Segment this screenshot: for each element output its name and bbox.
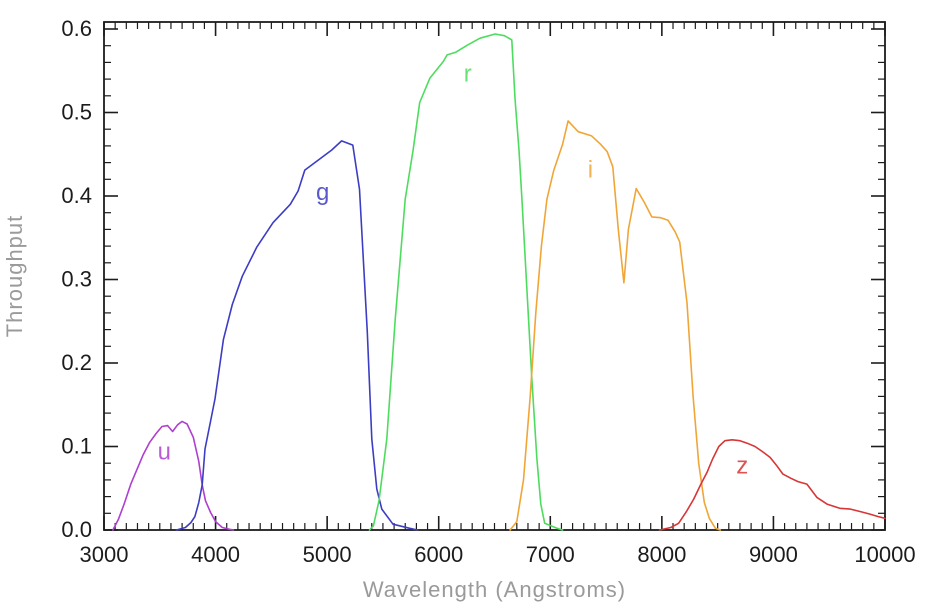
x-tick-label: 10000	[854, 542, 915, 567]
curve-label-u: u	[158, 439, 171, 466]
x-tick-label: 4000	[191, 542, 240, 567]
x-tick-label: 3000	[80, 542, 129, 567]
y-tick-label: 0.1	[61, 434, 92, 459]
curve-label-i: i	[588, 156, 593, 183]
curve-label-z: z	[736, 453, 748, 480]
x-tick-label: 7000	[526, 542, 575, 567]
x-tick-label: 6000	[414, 542, 463, 567]
curve-z	[658, 438, 886, 531]
x-axis-title: Wavelength (Angstroms)	[362, 577, 627, 602]
x-tick-label: 8000	[637, 542, 686, 567]
curve-label-r: r	[464, 60, 472, 87]
y-tick-label: 0.4	[61, 183, 92, 208]
y-axis-title: Throughput	[2, 214, 27, 338]
y-tick-label: 0.0	[61, 517, 92, 542]
plot-border	[103, 21, 886, 531]
curve-i	[509, 120, 722, 531]
x-tick-label: 9000	[749, 542, 798, 567]
y-tick-label: 0.2	[61, 350, 92, 375]
x-tick-label: 5000	[303, 542, 352, 567]
y-tick-label: 0.3	[61, 267, 92, 292]
y-tick-label: 0.6	[61, 16, 92, 41]
curve-g	[175, 140, 419, 531]
y-tick-label: 0.5	[61, 100, 92, 125]
curve-u	[112, 420, 235, 531]
curve-label-g: g	[316, 179, 329, 206]
curve-r	[368, 33, 564, 531]
